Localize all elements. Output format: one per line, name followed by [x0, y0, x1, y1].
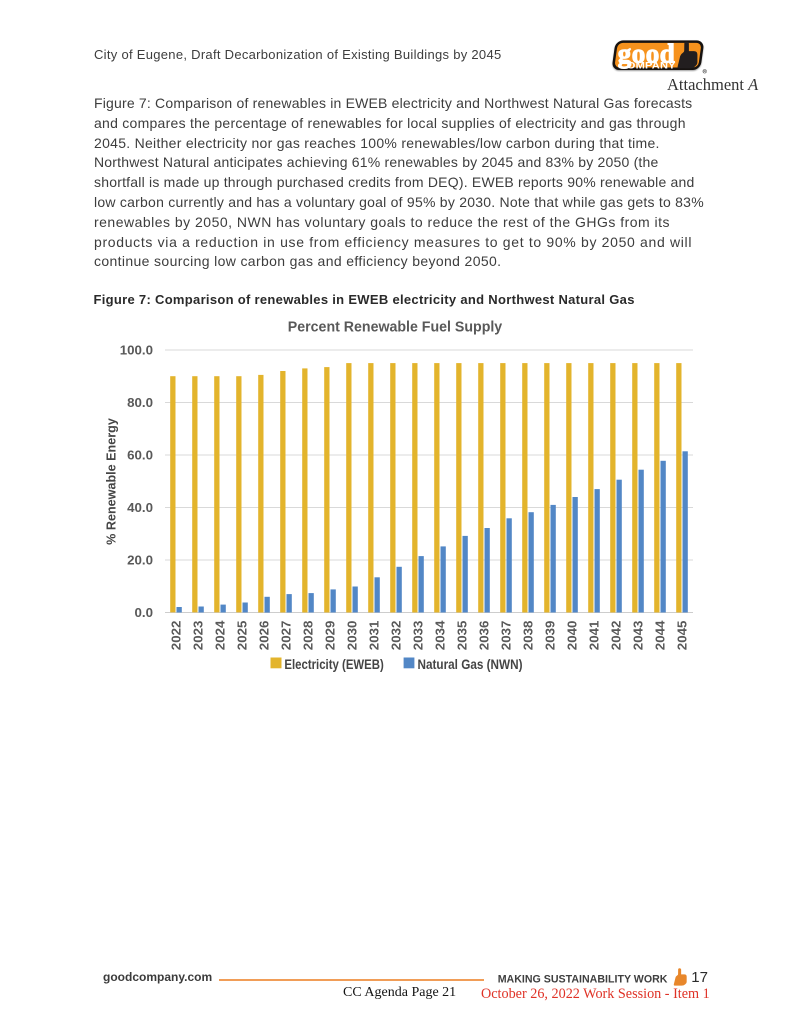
svg-text:0.0: 0.0	[135, 605, 154, 620]
svg-text:2030: 2030	[344, 621, 359, 651]
svg-text:2039: 2039	[542, 621, 557, 651]
svg-text:20.0: 20.0	[127, 553, 153, 568]
svg-text:2027: 2027	[278, 621, 293, 651]
svg-text:2033: 2033	[410, 621, 425, 651]
svg-text:2043: 2043	[630, 621, 645, 651]
svg-text:2022: 2022	[168, 621, 183, 651]
svg-text:% Renewable Energy: % Renewable Energy	[105, 418, 119, 545]
svg-text:2042: 2042	[608, 621, 623, 651]
svg-text:2028: 2028	[300, 621, 315, 651]
svg-text:2032: 2032	[388, 621, 403, 651]
svg-text:good: good	[618, 38, 676, 68]
svg-text:2031: 2031	[366, 620, 381, 650]
svg-text:2024: 2024	[212, 620, 227, 650]
svg-text:2036: 2036	[476, 621, 491, 651]
svg-text:80.0: 80.0	[127, 395, 153, 410]
svg-text:2040: 2040	[564, 621, 579, 651]
svg-text:COMPANY: COMPANY	[619, 62, 676, 72]
svg-text:100.0: 100.0	[120, 343, 153, 358]
svg-text:2044: 2044	[652, 620, 667, 650]
svg-text:MAKING SUSTAINABILITY WORK: MAKING SUSTAINABILITY WORK	[498, 973, 668, 985]
svg-text:Electricity (EWEB): Electricity (EWEB)	[284, 656, 383, 672]
svg-text:2037: 2037	[498, 621, 513, 651]
svg-text:Percent Renewable Fuel Supply: Percent Renewable Fuel Supply	[288, 319, 503, 336]
svg-text:2023: 2023	[190, 621, 205, 651]
svg-text:60.0: 60.0	[127, 448, 153, 463]
svg-text:2029: 2029	[322, 621, 337, 651]
svg-text:2026: 2026	[256, 621, 271, 651]
svg-text:2045: 2045	[674, 620, 689, 650]
svg-text:2025: 2025	[234, 620, 249, 650]
svg-text:Natural Gas (NWN): Natural Gas (NWN)	[418, 656, 523, 672]
svg-text:2034: 2034	[432, 620, 447, 650]
svg-text:2041: 2041	[586, 620, 601, 650]
svg-text:2035: 2035	[454, 620, 469, 650]
svg-text:40.0: 40.0	[127, 500, 153, 515]
svg-text:2038: 2038	[520, 621, 535, 651]
